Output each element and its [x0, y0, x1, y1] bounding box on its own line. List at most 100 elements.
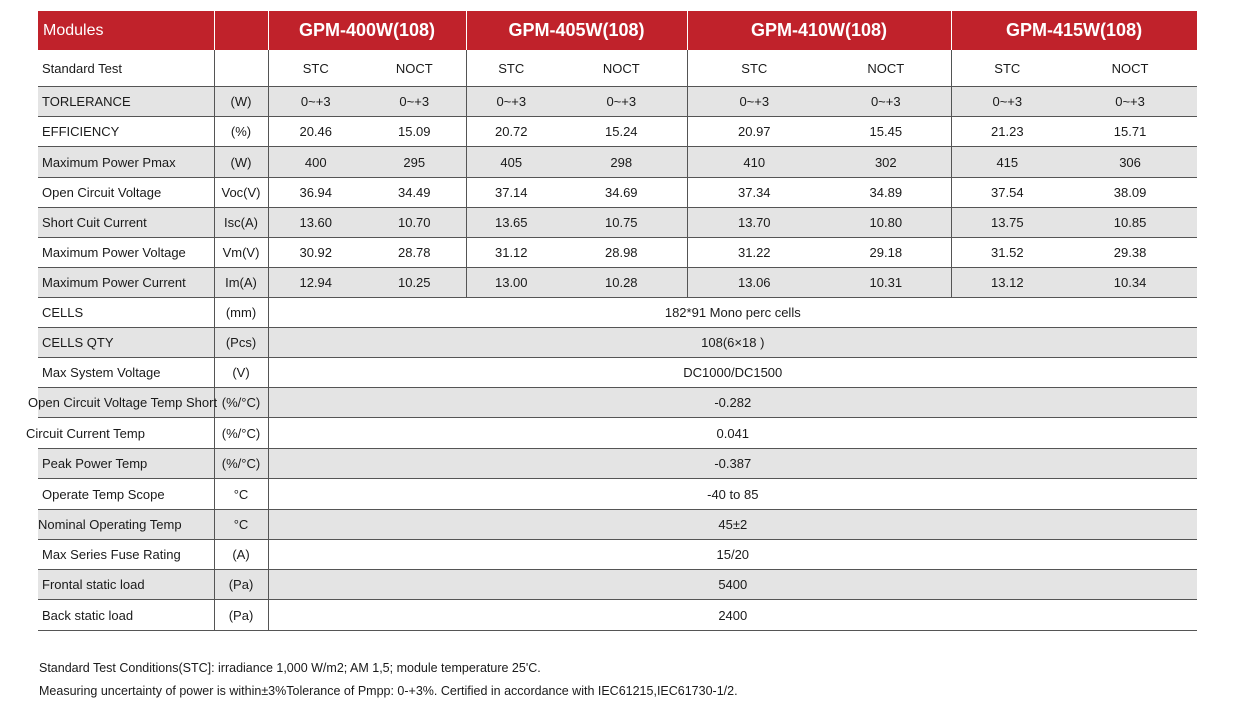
row-label: TORLERANCE: [38, 86, 214, 117]
cell: 38.09: [1063, 177, 1198, 208]
row-unit: (Pa): [213, 569, 269, 600]
cell: 0~+3: [821, 86, 952, 117]
cell: 0~+3: [466, 86, 557, 117]
cell: 34.69: [556, 177, 688, 208]
cell: 31.52: [951, 237, 1064, 268]
row-label: Maximum Power Current: [38, 267, 214, 298]
row-unit: (A): [213, 539, 269, 570]
table-row: Nominal Operating Temp °C 45±2: [38, 509, 1198, 540]
cell: 30.92: [268, 237, 363, 268]
row-label: Open Circuit Voltage: [38, 177, 214, 208]
table-row: Maximum Power Current Im(A) 12.94 10.25 …: [38, 267, 1198, 298]
cell: STC: [466, 50, 557, 87]
cell: 13.70: [687, 207, 822, 238]
cell: 0~+3: [363, 86, 467, 117]
table-row: Maximum Power Voltage Vm(V) 30.92 28.78 …: [38, 237, 1198, 268]
cell: 0~+3: [268, 86, 363, 117]
table-row: Open Circuit Voltage Voc(V) 36.94 34.49 …: [38, 177, 1198, 208]
cell: 0~+3: [951, 86, 1064, 117]
table-row: Open Circuit Voltage Temp Short (%/°C) -…: [28, 387, 1198, 418]
row-label: EFFICIENCY: [38, 116, 214, 147]
cell: 34.89: [821, 177, 952, 208]
row-unit: (%/°C): [213, 387, 269, 418]
common-value: -0.387: [268, 448, 1198, 479]
row-label: Short Cuit Current: [38, 207, 214, 238]
common-value: DC1000/DC1500: [268, 357, 1198, 388]
table-row: CELLS (mm) 182*91 Mono perc cells: [38, 297, 1198, 328]
table-row: Max System Voltage (V) DC1000/DC1500: [38, 357, 1198, 388]
cell: 15.09: [363, 116, 467, 147]
row-unit: Voc(V): [213, 177, 269, 208]
row-label: Standard Test: [38, 50, 214, 87]
footnote-uncertainty: Measuring uncertainty of power is within…: [39, 684, 738, 698]
cell: 12.94: [268, 267, 363, 298]
row-unit: (Pcs): [213, 327, 269, 358]
cell: STC: [687, 50, 822, 87]
row-unit: [213, 50, 269, 87]
cell: 29.38: [1063, 237, 1198, 268]
cell: NOCT: [821, 50, 952, 87]
common-value: 5400: [268, 569, 1198, 600]
cell: 10.31: [821, 267, 952, 298]
cell: 21.23: [951, 116, 1064, 147]
cell: 410: [687, 146, 822, 178]
row-unit: Im(A): [213, 267, 269, 298]
cell: 15.71: [1063, 116, 1198, 147]
row-label: Open Circuit Voltage Temp Short: [28, 387, 217, 418]
row-label: CELLS QTY: [38, 327, 214, 358]
cell: 20.72: [466, 116, 557, 147]
cell: 29.18: [821, 237, 952, 268]
model-header: GPM-415W(108): [951, 11, 1198, 50]
cell: 37.34: [687, 177, 822, 208]
cell: 13.06: [687, 267, 822, 298]
cell: 306: [1063, 146, 1198, 178]
row-unit: Vm(V): [213, 237, 269, 268]
table-row: Peak Power Temp (%/°C) -0.387: [38, 448, 1198, 479]
common-value: 0.041: [268, 417, 1198, 449]
cell: 13.12: [951, 267, 1064, 298]
cell: 15.45: [821, 116, 952, 147]
cell: NOCT: [363, 50, 467, 87]
table-row: Standard Test STC NOCT STC NOCT STC NOCT…: [38, 50, 1198, 87]
common-value: 15/20: [268, 539, 1198, 570]
table-row: Operate Temp Scope °C -40 to 85: [38, 478, 1198, 510]
table-row: EFFICIENCY (%) 20.46 15.09 20.72 15.24 2…: [38, 116, 1198, 147]
row-unit: (W): [213, 146, 269, 178]
cell: 10.25: [363, 267, 467, 298]
table-row: Back static load (Pa) 2400: [38, 599, 1198, 631]
row-label: Peak Power Temp: [38, 448, 214, 479]
cell: 28.78: [363, 237, 467, 268]
cell: 302: [821, 146, 952, 178]
cell: 10.70: [363, 207, 467, 238]
cell: 37.54: [951, 177, 1064, 208]
row-label: Max Series Fuse Rating: [38, 539, 214, 570]
unit-header: [214, 11, 269, 50]
row-label: Circuit Current Temp: [26, 417, 214, 449]
row-label: CELLS: [38, 297, 214, 328]
row-label: Maximum Power Voltage: [38, 237, 214, 268]
cell: 0~+3: [687, 86, 822, 117]
cell: 20.46: [268, 116, 363, 147]
cell: 13.00: [466, 267, 557, 298]
common-value: 182*91 Mono perc cells: [268, 297, 1198, 328]
cell: 20.97: [687, 116, 822, 147]
row-label: Nominal Operating Temp: [38, 509, 214, 540]
table-row: Short Cuit Current Isc(A) 13.60 10.70 13…: [38, 207, 1198, 238]
cell: 10.75: [556, 207, 688, 238]
cell: 10.80: [821, 207, 952, 238]
common-value: -40 to 85: [268, 478, 1198, 510]
row-label: Back static load: [38, 599, 214, 631]
cell: 10.28: [556, 267, 688, 298]
row-unit: (%/°C): [213, 417, 269, 449]
cell: 10.34: [1063, 267, 1198, 298]
cell: 298: [556, 146, 688, 178]
table-row: Max Series Fuse Rating (A) 15/20: [38, 539, 1198, 570]
row-unit: (Pa): [213, 599, 269, 631]
common-value: 45±2: [268, 509, 1198, 540]
footnote-stc: Standard Test Conditions(STC]: irradianc…: [39, 661, 541, 675]
cell: 28.98: [556, 237, 688, 268]
row-unit: (%): [213, 116, 269, 147]
cell: 34.49: [363, 177, 467, 208]
header-row: Modules GPM-400W(108) GPM-405W(108) GPM-…: [38, 11, 1198, 50]
common-value: 2400: [268, 599, 1198, 631]
